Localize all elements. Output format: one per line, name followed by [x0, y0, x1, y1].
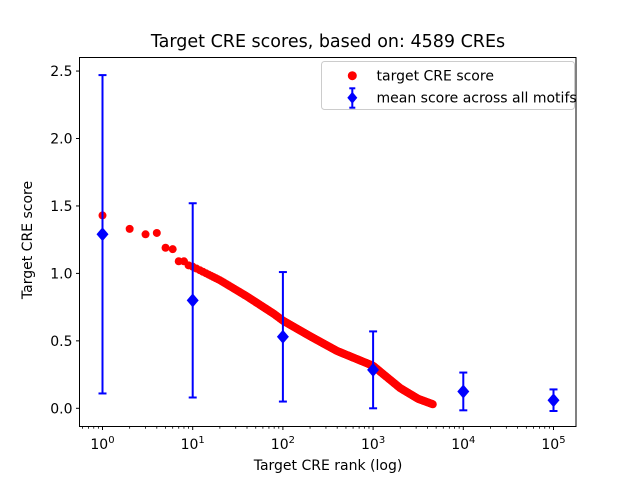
blue-diamond-marker: [96, 227, 109, 242]
legend: target CRE score mean score across all m…: [321, 61, 577, 110]
x-axis-ticks: 100 101 102 103 104 105: [90, 426, 566, 453]
x-axis-minor-ticks: [82, 426, 550, 429]
chart-title: Target CRE scores, based on: 4589 CREs: [150, 32, 505, 52]
blue-diamond-marker: [457, 384, 470, 399]
mean-score-errorbar-series: [96, 74, 560, 412]
y-axis-label: Target CRE score: [20, 181, 36, 300]
blue-diamond-marker: [276, 329, 289, 344]
y-tick-label: 0.5: [50, 334, 72, 350]
legend-label-mean-score: mean score across all motifs: [377, 91, 577, 107]
legend-blue-errorbar-icon: [347, 87, 358, 109]
blue-diamond-marker: [186, 293, 199, 308]
red-data-point: [141, 230, 150, 239]
x-tick-label: 101: [181, 435, 205, 453]
red-data-point: [125, 224, 134, 233]
y-tick-label: 2.5: [50, 64, 72, 80]
y-tick-label: 0.0: [50, 401, 72, 417]
x-tick-label: 102: [271, 435, 295, 453]
red-data-point: [161, 243, 170, 252]
legend-box: [321, 61, 575, 110]
blue-diamond-marker: [547, 393, 560, 408]
y-tick-label: 1.5: [50, 199, 72, 215]
x-axis-label: Target CRE rank (log): [253, 458, 403, 474]
x-tick-label: 105: [541, 435, 565, 453]
y-tick-label: 1.0: [50, 266, 72, 282]
legend-label-target-cre-score: target CRE score: [377, 69, 494, 85]
x-tick-label: 103: [361, 435, 385, 453]
y-axis-ticks: 0.0 0.5 1.0 1.5 2.0 2.5: [50, 64, 80, 417]
legend-red-circle-icon: [347, 71, 357, 81]
x-tick-label: 100: [90, 435, 114, 453]
plot-area: [79, 57, 577, 427]
red-data-point: [428, 400, 437, 409]
red-data-point: [152, 228, 161, 237]
blue-diamond-marker: [367, 362, 380, 377]
target-cre-score-series: [98, 211, 437, 409]
y-tick-label: 2.0: [50, 132, 72, 148]
x-tick-label: 104: [451, 435, 475, 453]
red-data-point: [168, 245, 177, 254]
